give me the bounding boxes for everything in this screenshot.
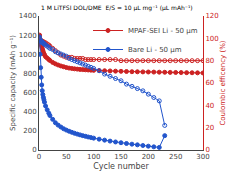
svg-text:300: 300: [196, 153, 209, 161]
svg-text:Cycle number: Cycle number: [93, 162, 149, 171]
svg-text:120: 120: [205, 12, 218, 20]
svg-text:800: 800: [23, 70, 36, 78]
svg-text:50: 50: [62, 153, 71, 161]
svg-text:100: 100: [205, 35, 218, 43]
svg-text:1200: 1200: [19, 32, 37, 40]
svg-text:200: 200: [142, 153, 155, 161]
svg-text:150: 150: [114, 153, 127, 161]
svg-text:80: 80: [205, 57, 214, 65]
svg-text:1400: 1400: [19, 12, 37, 20]
svg-text:Coulombic efficency (%): Coulombic efficency (%): [219, 40, 227, 125]
svg-text:20: 20: [205, 124, 214, 132]
svg-text:MPAF-SEI Li - 50 μm: MPAF-SEI Li - 50 μm: [128, 27, 198, 35]
svg-text:400: 400: [23, 108, 36, 116]
svg-text:0: 0: [205, 146, 209, 154]
svg-text:0: 0: [37, 153, 41, 161]
svg-text:100: 100: [87, 153, 100, 161]
svg-text:600: 600: [23, 89, 36, 97]
svg-text:60: 60: [205, 79, 214, 87]
svg-text:200: 200: [23, 127, 36, 135]
svg-text:40: 40: [205, 102, 214, 110]
svg-text:1000: 1000: [19, 51, 37, 59]
svg-text:1 M LiTFSI DOL/DME E/S = 10 μ: 1 M LiTFSI DOL/DME E/S = 10 μL mg⁻¹ (μL …: [41, 4, 193, 12]
svg-text:Specific capacity (mAh g⁻¹): Specific capacity (mAh g⁻¹): [9, 35, 17, 131]
svg-text:250: 250: [169, 153, 182, 161]
svg-text:0: 0: [32, 146, 36, 154]
svg-text:Bare Li - 50 μm: Bare Li - 50 μm: [128, 46, 182, 54]
